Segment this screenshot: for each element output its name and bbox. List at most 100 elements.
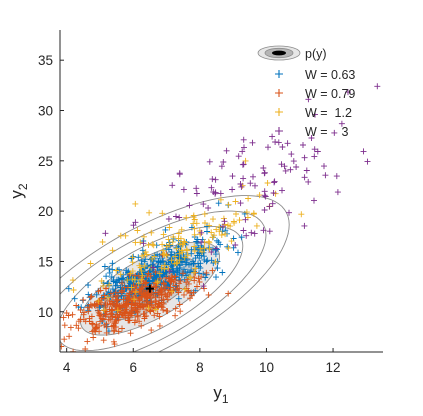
x-tick-label: 10 (259, 360, 274, 375)
y-ticks: 10 15 20 25 30 35 (38, 53, 64, 320)
data-point (286, 209, 292, 216)
data-point (96, 328, 103, 335)
data-point (218, 232, 225, 238)
data-point (190, 289, 197, 296)
data-point (142, 292, 149, 299)
density-mean-marker (145, 284, 154, 293)
data-point (334, 189, 341, 196)
data-point (148, 256, 155, 263)
y-axis-label: y2 (7, 183, 30, 199)
data-point (111, 318, 118, 325)
data-point (135, 254, 142, 261)
data-point (109, 247, 116, 254)
data-point (121, 310, 128, 317)
data-point (95, 288, 102, 295)
data-point (117, 271, 124, 278)
data-point (215, 239, 222, 246)
data-point (220, 159, 227, 165)
data-point (169, 288, 175, 295)
data-point (201, 285, 208, 292)
data-point (217, 190, 224, 197)
data-point (113, 267, 120, 274)
data-point (132, 200, 139, 207)
data-point (160, 231, 167, 238)
density-contour-line (60, 226, 244, 352)
data-point (213, 245, 220, 252)
data-point (103, 329, 110, 336)
data-point (210, 189, 217, 195)
data-point (175, 235, 182, 242)
data-point (145, 242, 152, 248)
data-point (191, 243, 198, 250)
data-point (236, 217, 243, 224)
data-point (237, 181, 244, 187)
data-point (212, 176, 219, 183)
density-contour-line (60, 210, 267, 352)
data-point (146, 209, 153, 216)
data-point (175, 230, 182, 237)
data-point (215, 200, 222, 207)
data-point (106, 297, 113, 304)
data-point (221, 218, 228, 225)
data-point (186, 274, 193, 281)
data-point (63, 310, 70, 316)
data-point (114, 307, 121, 314)
data-point (70, 287, 77, 293)
data-point (186, 202, 193, 209)
data-point (156, 270, 163, 277)
data-point (95, 298, 102, 305)
data-point (240, 227, 247, 234)
data-point (345, 89, 351, 96)
data-point (123, 303, 130, 310)
x-tick-label: 6 (129, 360, 137, 375)
data-point (311, 146, 318, 153)
data-point (212, 247, 219, 253)
data-point (198, 239, 205, 245)
data-point (175, 295, 182, 302)
data-point (249, 139, 256, 146)
data-point (174, 285, 181, 292)
data-point (144, 273, 151, 280)
data-point (201, 256, 208, 263)
data-point (160, 247, 167, 254)
data-point (125, 317, 132, 324)
data-point (158, 297, 165, 304)
data-point (206, 246, 213, 252)
data-point (190, 212, 197, 219)
data-point (78, 304, 85, 311)
data-point (250, 211, 257, 217)
data-point (98, 295, 105, 302)
data-point (141, 262, 148, 269)
data-point (188, 250, 195, 257)
data-point (314, 148, 321, 155)
data-point (170, 279, 177, 285)
data-point (243, 209, 250, 216)
data-point (87, 294, 94, 301)
data-point (176, 301, 183, 308)
data-point (169, 239, 176, 246)
data-point (122, 232, 129, 239)
data-point (173, 245, 180, 252)
data-point (208, 184, 215, 191)
data-point (298, 211, 305, 218)
data-point (240, 175, 247, 182)
data-point (138, 322, 145, 329)
data-point (206, 239, 213, 246)
data-point (145, 304, 152, 311)
data-point (103, 273, 110, 280)
data-point (156, 302, 163, 308)
data-point (224, 243, 231, 250)
data-point (106, 282, 113, 288)
data-point (269, 200, 276, 207)
data-point (206, 222, 213, 229)
data-point (287, 166, 294, 173)
data-point (96, 312, 103, 319)
data-point (150, 264, 157, 271)
data-point (124, 277, 131, 284)
legend-density-entry: p(y) (257, 45, 327, 61)
data-point (293, 164, 300, 170)
data-point (195, 275, 202, 282)
data-point (87, 260, 94, 267)
data-point (112, 282, 119, 289)
